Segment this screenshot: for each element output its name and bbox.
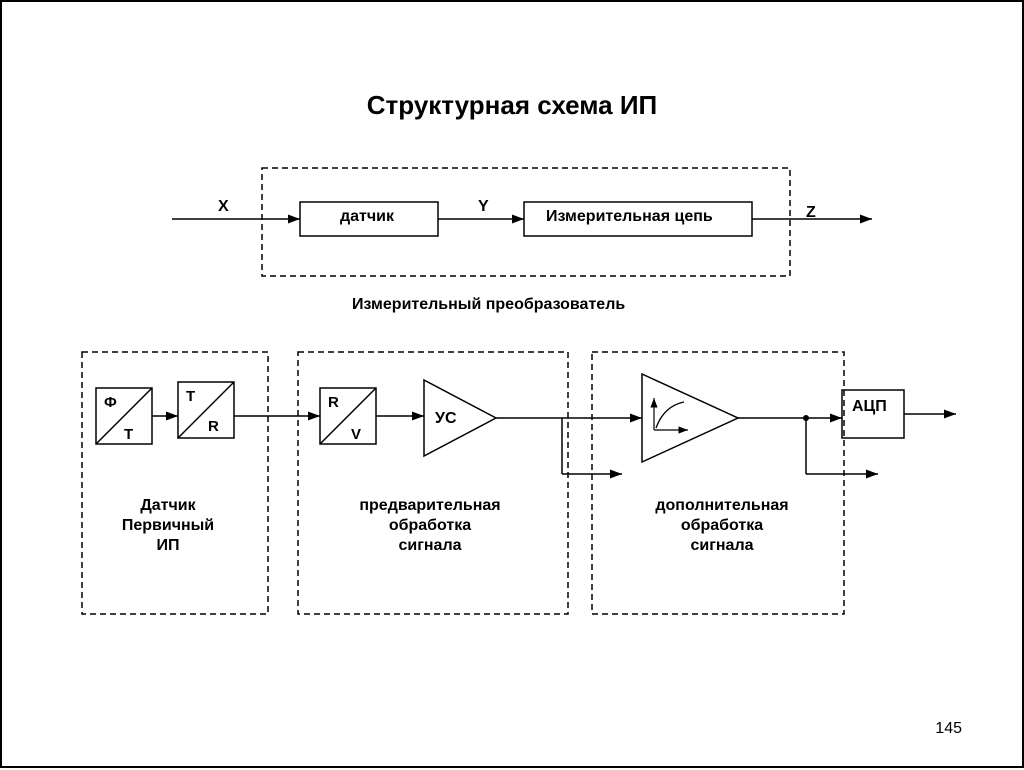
- adc-block: [842, 390, 904, 438]
- lin-curve: [656, 402, 684, 428]
- page-frame: Структурная схема ИП 145 X Y Z датчик Из…: [0, 0, 1024, 768]
- amplifier-triangle: [424, 380, 496, 456]
- circuit-block: [524, 202, 752, 236]
- group2-dashed: [298, 352, 568, 614]
- linearizer-triangle: [642, 374, 738, 462]
- group1-dashed: [82, 352, 268, 614]
- sensor-block: [300, 202, 438, 236]
- top-dashed-box: [262, 168, 790, 276]
- diagram-svg: [2, 2, 1024, 770]
- group3-dashed: [592, 352, 844, 614]
